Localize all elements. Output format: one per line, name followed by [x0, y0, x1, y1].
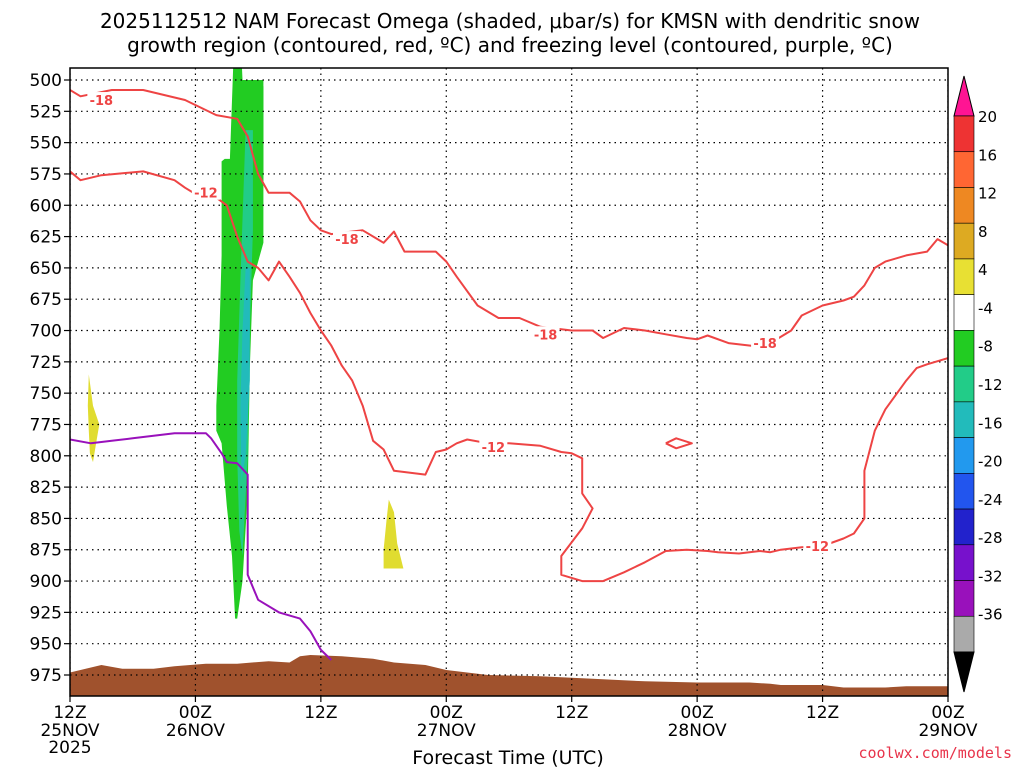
- y-tick-label-6: 650: [30, 259, 62, 279]
- colorbar-label-5: -4: [978, 299, 993, 317]
- colorbar-label-9: -20: [978, 453, 1003, 471]
- contour-label-bg-1: [191, 184, 220, 200]
- colorbar-label-3: 8: [978, 223, 988, 241]
- credit-text: coolwx.com/models: [858, 744, 1012, 762]
- x-tick-date-0: 25NOV: [40, 721, 99, 741]
- y-tick-label-10: 750: [30, 384, 62, 404]
- x-tick-label-6: 12Z: [806, 703, 839, 723]
- x-tick-label-4: 12Z: [555, 703, 588, 723]
- colorbar-label-2: 12: [978, 185, 997, 203]
- chart-title-line-2: growth region (contoured, red, ºC) and f…: [127, 33, 893, 57]
- contour-label-4: -12: [482, 441, 506, 456]
- contour-line-0: [70, 89, 948, 348]
- colorbar-swatch-6: [953, 330, 975, 367]
- contour-label-bg-3: [531, 326, 560, 342]
- contour-label-bg-0: [87, 92, 116, 108]
- y-tick-label-3: 575: [30, 165, 62, 185]
- y-tick-label-7: 675: [30, 290, 62, 310]
- axes: 500 525 550 575 600 625 650 675 700 725 750 775 800 8…: [30, 67, 978, 758]
- plot-inner: -18 -12 -18 -18 -12 -18 -12: [70, 68, 948, 696]
- colorbar-swatch-9: [953, 437, 975, 474]
- contour-line-3: [70, 432, 332, 661]
- x-tick-date-1: 26NOV: [166, 721, 225, 741]
- x-tick-label-7: 00Z: [931, 703, 964, 723]
- y-tick-label-15: 875: [30, 541, 62, 561]
- y-tick-label-12: 800: [30, 447, 62, 467]
- y-tick-label-5: 625: [30, 228, 62, 248]
- contour-label-0: -18: [90, 94, 114, 109]
- colorbar-swatch-12: [953, 544, 975, 581]
- omega-region-4: [87, 374, 100, 463]
- contour-label-bg-2: [332, 231, 361, 247]
- colorbar-label-12: -32: [978, 567, 1003, 585]
- y-tick-label-4: 600: [30, 196, 62, 216]
- y-tick-label-13: 825: [30, 478, 62, 498]
- colorbar-swatch-0: [953, 115, 975, 153]
- contour-label-3: -18: [534, 328, 558, 343]
- contour-label-6: -12: [806, 540, 830, 555]
- colorbar-swatch-4: [953, 258, 975, 295]
- chart-title-line-1: 2025112512 NAM Forecast Omega (shaded, μ…: [100, 9, 920, 33]
- omega-region-5: [383, 499, 404, 569]
- y-tick-label-0: 500: [30, 71, 62, 91]
- x-tick-year-0: 2025: [48, 738, 91, 758]
- x-axis-label: Forecast Time (UTC): [412, 747, 603, 768]
- contour-label-1: -12: [194, 187, 218, 202]
- contour-label-bg-6: [803, 537, 832, 553]
- x-tick-label-5: 00Z: [681, 703, 714, 723]
- colorbar-label-0: 20: [978, 108, 997, 126]
- y-tick-label-11: 775: [30, 415, 62, 435]
- y-tick-label-18: 950: [30, 635, 62, 655]
- colorbar-swatch-2: [953, 187, 975, 224]
- plot-frame: [69, 67, 949, 697]
- plot-area: -18 -12 -18 -18 -12 -18 -12: [70, 68, 948, 696]
- colorbar-swatch-8: [953, 401, 975, 438]
- colorbar: 20 16 12 8 4 -4 -8 -12 -16 -20 -24 -28 -32 -36: [953, 75, 1003, 693]
- colorbar-label-1: 16: [978, 146, 997, 164]
- colorbar-swatch-14: [953, 615, 975, 653]
- x-tick-date-7: 29NOV: [918, 721, 977, 741]
- colorbar-swatch-11: [953, 508, 975, 546]
- colorbar-swatch-5: [953, 294, 975, 331]
- y-tick-label-8: 700: [30, 322, 62, 342]
- y-tick-label-9: 725: [30, 353, 62, 373]
- y-tick-label-14: 850: [30, 509, 62, 529]
- colorbar-label-7: -12: [978, 376, 1003, 394]
- colorbar-label-4: 4: [978, 261, 988, 279]
- colorbar-top-arrow: [953, 75, 975, 117]
- x-tick-label-1: 00Z: [179, 703, 212, 723]
- colorbar-swatch-13: [953, 580, 975, 617]
- x-tick-date-5: 28NOV: [668, 721, 727, 741]
- x-tick-label-0: 12Z: [53, 703, 86, 723]
- x-tick-date-3: 27NOV: [417, 721, 476, 741]
- y-tick-label-17: 925: [30, 603, 62, 623]
- contour-label-bg-5: [751, 335, 780, 351]
- contour-line-1: [70, 170, 948, 583]
- contour-label-5: -18: [753, 337, 777, 352]
- contour-label-bg-4: [479, 439, 508, 455]
- contour-line-2: [665, 437, 693, 450]
- colorbar-swatch-3: [953, 222, 975, 260]
- colorbar-label-6: -8: [978, 338, 993, 356]
- y-tick-label-2: 550: [30, 134, 62, 154]
- y-tick-label-16: 900: [30, 572, 62, 592]
- y-tick-label-1: 525: [30, 102, 62, 122]
- colorbar-label-10: -24: [978, 491, 1003, 509]
- terrain-fill: [70, 655, 948, 696]
- colorbar-bottom-arrow: [953, 651, 975, 693]
- x-tick-label-2: 12Z: [304, 703, 337, 723]
- colorbar-swatch-10: [953, 473, 975, 510]
- colorbar-label-13: -36: [978, 606, 1003, 624]
- colorbar-swatch-1: [953, 151, 975, 188]
- colorbar-swatch-7: [953, 365, 975, 403]
- colorbar-label-11: -28: [978, 529, 1003, 547]
- colorbar-label-8: -16: [978, 414, 1003, 432]
- omega-region-3: [240, 267, 250, 481]
- contour-label-2: -18: [335, 233, 359, 248]
- x-tick-label-3: 00Z: [430, 703, 463, 723]
- y-tick-label-19: 975: [30, 666, 62, 686]
